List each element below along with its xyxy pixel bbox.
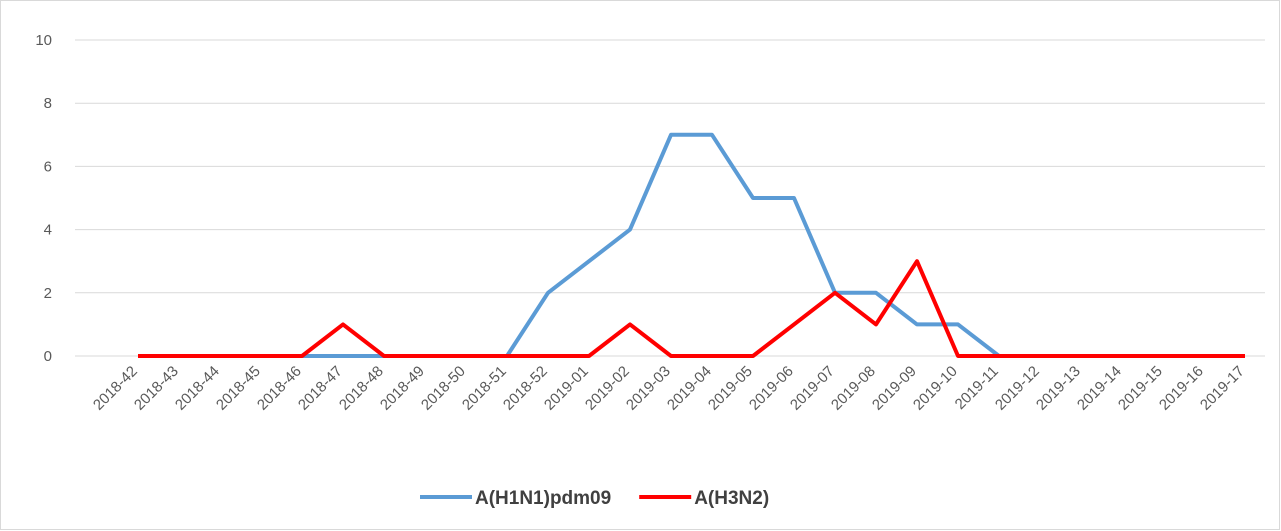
legend-label: A(H1N1)pdm09 — [475, 488, 611, 509]
y-tick-label: 10 — [35, 32, 52, 49]
y-tick-label: 2 — [44, 285, 52, 302]
y-tick-label: 8 — [44, 95, 52, 112]
y-tick-label: 4 — [44, 222, 52, 239]
legend-label: A(H3N2) — [694, 488, 769, 509]
y-tick-label: 6 — [44, 158, 52, 175]
series-line — [138, 259, 1245, 358]
y-tick-label: 0 — [44, 348, 52, 365]
